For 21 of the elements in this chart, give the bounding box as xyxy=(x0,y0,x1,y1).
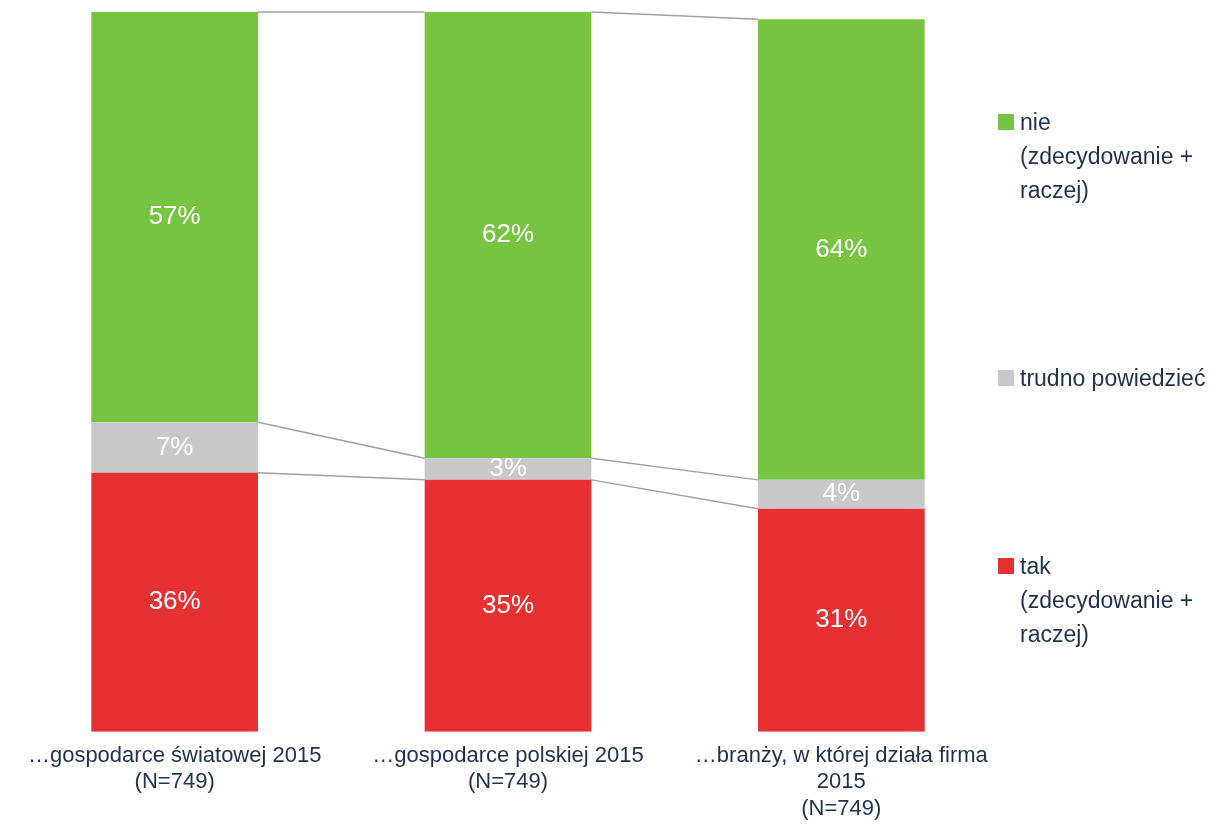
data-label: 57% xyxy=(148,200,201,231)
legend-label: nie (zdecydowanie + raczej) xyxy=(1020,108,1195,205)
bar xyxy=(758,479,925,509)
x-tick-label: …gospodarce światowej 2015 (N=749) xyxy=(27,742,322,794)
legend-label: trudno powiedzieć xyxy=(1020,364,1207,393)
bar xyxy=(758,508,925,732)
data-label: 64% xyxy=(815,232,868,263)
data-label: 62% xyxy=(481,218,535,249)
bar xyxy=(91,422,258,473)
bar xyxy=(758,19,925,480)
bar xyxy=(424,479,592,732)
data-label: 36% xyxy=(148,585,201,616)
bar xyxy=(424,458,592,480)
data-label: 31% xyxy=(815,603,868,634)
x-tick-label: …gospodarce polskiej 2015 (N=749) xyxy=(372,742,644,794)
data-label: 35% xyxy=(481,589,535,620)
x-tick-label: …branży, w której działa firma 2015 (N=749) xyxy=(694,742,989,820)
legend-label: tak (zdecydowanie + raczej) xyxy=(1020,552,1195,649)
bar xyxy=(91,12,258,423)
bar xyxy=(424,12,592,459)
bar xyxy=(91,472,258,732)
